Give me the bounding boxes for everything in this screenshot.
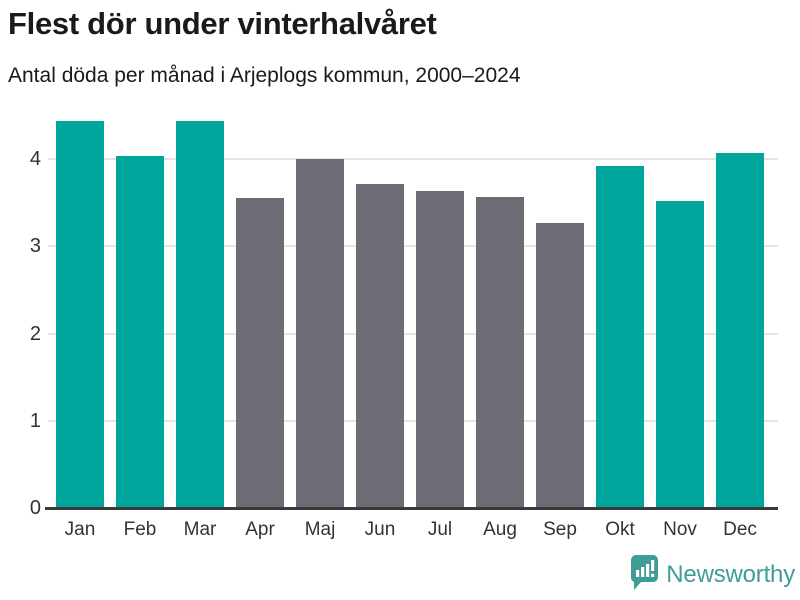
bar-slot-sep — [530, 119, 590, 508]
chart-title: Flest dör under vinterhalvåret — [8, 6, 437, 41]
gridline-1 — [48, 419, 778, 422]
bar-slot-mar — [170, 119, 230, 508]
y-axis-tick-label-0: 0 — [29, 497, 41, 519]
newsworthy-logo-icon — [630, 555, 659, 595]
bar-slot-jul — [410, 119, 470, 508]
x-axis-tick-label-maj: Maj — [304, 519, 336, 540]
x-axis-tick-label-aug: Aug — [483, 519, 517, 540]
bar-feb — [116, 155, 164, 508]
bar-sep — [536, 222, 584, 508]
bar-slot-dec — [710, 119, 770, 508]
x-axis-tick-label-dec: Dec — [723, 519, 757, 540]
bar-dec — [716, 153, 764, 508]
bar-slot-feb — [110, 119, 170, 508]
chart-subtitle: Antal döda per månad i Arjeplogs kommun,… — [8, 64, 521, 87]
y-axis-tick-label-1: 1 — [29, 409, 41, 432]
newsworthy-logo: Newsworthy — [630, 555, 795, 595]
y-axis-tick-label-4: 4 — [29, 148, 41, 171]
gridline-4 — [48, 158, 778, 161]
gridline-2 — [48, 332, 778, 335]
bar-slot-apr — [230, 119, 290, 508]
bar-okt — [596, 166, 644, 508]
x-axis-tick-label-apr: Apr — [245, 519, 275, 540]
bar-chart-plot: 0 1 2 3 4 — [30, 119, 778, 518]
bar-jun — [356, 183, 404, 508]
y-axis-tick-label-3: 3 — [29, 235, 41, 258]
bars-container — [50, 119, 770, 508]
y-axis-tick-label-2: 2 — [29, 322, 41, 345]
bar-jul — [416, 190, 464, 508]
bar-apr — [236, 197, 284, 508]
bar-slot-nov — [650, 119, 710, 508]
x-axis-tick-label-jun: Jun — [364, 519, 396, 540]
bar-slot-jun — [350, 119, 410, 508]
bar-slot-jan — [50, 119, 110, 508]
x-axis-tick-label-jul: Jul — [427, 519, 453, 540]
newsworthy-logo-text: Newsworthy — [666, 561, 795, 588]
bar-slot-aug — [470, 119, 530, 508]
x-axis-tick-label-sep: Sep — [543, 519, 577, 540]
bar-slot-okt — [590, 119, 650, 508]
x-axis-tick-label-nov: Nov — [663, 519, 697, 540]
x-axis-labels: Jan Feb Mar Apr Maj Jun Jul Aug Sep Okt Nov Dec — [50, 519, 770, 541]
bar-slot-maj — [290, 119, 350, 508]
gridline-3 — [48, 245, 778, 248]
bar-jan — [56, 120, 104, 508]
bar-maj — [296, 159, 344, 508]
x-axis-tick-label-jan: Jan — [64, 519, 96, 540]
x-axis-tick-label-mar: Mar — [183, 519, 217, 540]
x-axis-tick-label-okt: Okt — [605, 519, 635, 540]
x-axis-line — [45, 507, 778, 510]
bar-chart-speech-bubble-icon — [631, 555, 659, 590]
bar-nov — [656, 201, 704, 508]
bar-mar — [176, 120, 224, 508]
bar-aug — [476, 196, 524, 508]
x-axis-tick-label-feb: Feb — [123, 519, 157, 540]
